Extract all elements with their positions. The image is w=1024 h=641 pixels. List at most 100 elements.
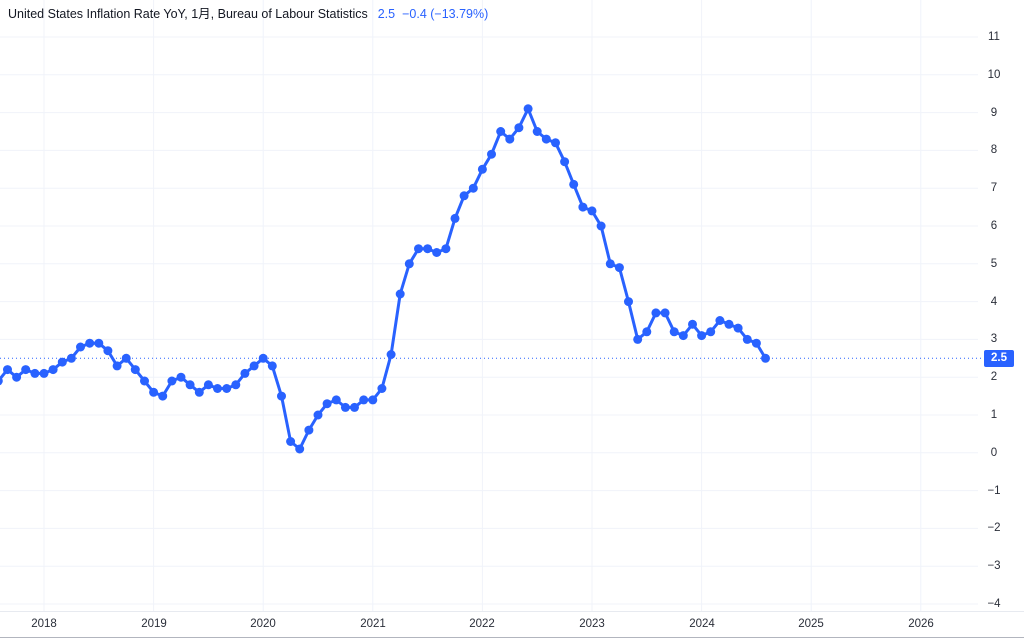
data-point-marker bbox=[688, 319, 697, 329]
data-point-marker bbox=[441, 244, 451, 254]
data-point-marker bbox=[167, 376, 177, 386]
data-point-marker bbox=[121, 353, 131, 363]
data-point-marker bbox=[523, 104, 533, 114]
data-point-marker bbox=[85, 338, 95, 348]
data-point-marker bbox=[331, 395, 341, 405]
data-point-marker bbox=[377, 384, 387, 393]
data-point-marker bbox=[477, 164, 487, 174]
price-axis-label: −3 bbox=[987, 560, 1001, 573]
data-point-marker bbox=[57, 357, 67, 367]
data-point-marker bbox=[304, 425, 314, 435]
data-point-marker bbox=[286, 437, 296, 446]
data-point-marker bbox=[30, 368, 40, 378]
data-point-marker bbox=[249, 361, 259, 371]
price-axis-label: 4 bbox=[990, 295, 998, 308]
data-point-marker bbox=[706, 327, 716, 337]
price-axis-label: 0 bbox=[990, 446, 998, 459]
chart-canvas[interactable] bbox=[0, 0, 984, 611]
time-axis-label: 2024 bbox=[689, 618, 715, 630]
data-point-marker bbox=[614, 263, 624, 273]
data-point-marker bbox=[642, 327, 652, 337]
data-point-marker bbox=[450, 213, 460, 223]
data-point-marker bbox=[194, 387, 204, 397]
price-axis-label: 3 bbox=[990, 333, 998, 346]
data-point-marker bbox=[514, 123, 524, 133]
price-axis-label: 6 bbox=[990, 220, 998, 232]
data-point-marker bbox=[340, 402, 350, 412]
data-point-marker bbox=[21, 365, 31, 375]
series-title: United States Inflation Rate YoY, 1月, Bu… bbox=[8, 7, 368, 21]
time-axis[interactable]: 2018 2019 2020 2021 2022 2023 2024 2025 2026 bbox=[0, 611, 1024, 638]
price-axis-label: −4 bbox=[987, 598, 1001, 610]
data-point-marker bbox=[222, 384, 232, 393]
current-value-badge: 2.5 bbox=[984, 350, 1014, 367]
data-point-marker bbox=[587, 206, 597, 216]
data-point-marker bbox=[12, 372, 22, 382]
data-point-marker bbox=[231, 380, 241, 390]
data-point-marker bbox=[423, 244, 433, 254]
data-point-marker bbox=[605, 259, 615, 269]
data-point-marker bbox=[733, 323, 743, 333]
data-point-marker bbox=[149, 387, 159, 397]
data-point-marker bbox=[277, 391, 286, 401]
data-point-marker bbox=[103, 346, 113, 356]
data-point-marker bbox=[395, 289, 405, 299]
time-axis-label: 2021 bbox=[360, 618, 386, 630]
data-point-marker bbox=[386, 350, 396, 359]
data-point-marker bbox=[295, 444, 305, 454]
time-axis-label: 2019 bbox=[141, 618, 167, 630]
data-point-marker bbox=[532, 127, 542, 136]
series-change: −0.4 (−13.79%) bbox=[402, 7, 489, 21]
bottom-frame-line bbox=[0, 637, 1024, 638]
data-point-marker bbox=[761, 353, 770, 363]
price-axis-label: −1 bbox=[987, 484, 1001, 497]
price-axis-label: 2 bbox=[990, 371, 998, 384]
data-point-marker bbox=[541, 134, 551, 144]
price-axis[interactable]: 11 10 9 8 7 6 5 4 3 2 1 0 −1 −2 −3 −4 2.5 bbox=[978, 0, 1024, 611]
data-point-marker bbox=[496, 127, 506, 136]
data-point-marker bbox=[267, 361, 277, 371]
data-point-marker bbox=[651, 308, 661, 318]
data-point-marker bbox=[633, 334, 643, 344]
data-point-marker bbox=[468, 183, 478, 193]
data-point-marker bbox=[185, 380, 195, 390]
data-point-marker bbox=[505, 134, 515, 144]
data-point-marker bbox=[359, 395, 369, 405]
data-point-marker bbox=[39, 368, 49, 378]
data-point-marker bbox=[569, 179, 579, 189]
data-point-marker bbox=[203, 380, 213, 390]
data-point-marker bbox=[715, 316, 725, 325]
data-point-marker bbox=[751, 338, 761, 348]
time-axis-label: 2023 bbox=[579, 618, 605, 630]
data-point-marker bbox=[660, 308, 670, 318]
data-point-marker bbox=[130, 365, 140, 375]
time-axis-label: 2020 bbox=[250, 618, 276, 630]
inflation-line-series bbox=[0, 107, 767, 451]
series-last-value: 2.5 bbox=[377, 7, 396, 21]
time-axis-label: 2025 bbox=[798, 618, 824, 630]
series-legend[interactable]: United States Inflation Rate YoY, 1月, Bu… bbox=[8, 7, 488, 22]
data-point-marker bbox=[0, 376, 3, 386]
data-point-marker bbox=[459, 191, 469, 201]
data-point-marker bbox=[213, 384, 222, 393]
data-point-marker bbox=[560, 157, 570, 167]
data-point-marker bbox=[140, 376, 149, 386]
data-point-marker bbox=[742, 334, 752, 344]
data-point-marker bbox=[368, 395, 378, 405]
data-point-marker bbox=[578, 202, 588, 212]
price-axis-label: 10 bbox=[987, 68, 1001, 81]
data-point-marker bbox=[350, 402, 359, 412]
data-point-marker bbox=[3, 365, 12, 375]
price-axis-label: 11 bbox=[988, 31, 1000, 43]
data-point-marker bbox=[551, 138, 560, 148]
time-axis-label: 2022 bbox=[469, 618, 495, 630]
data-point-marker bbox=[176, 372, 186, 382]
data-point-marker bbox=[678, 331, 688, 341]
time-axis-label: 2018 bbox=[31, 618, 57, 630]
data-point-marker bbox=[624, 297, 633, 307]
data-point-marker bbox=[66, 353, 76, 363]
data-point-marker bbox=[258, 353, 268, 363]
price-axis-label: 5 bbox=[990, 257, 998, 270]
data-point-marker bbox=[487, 149, 496, 159]
